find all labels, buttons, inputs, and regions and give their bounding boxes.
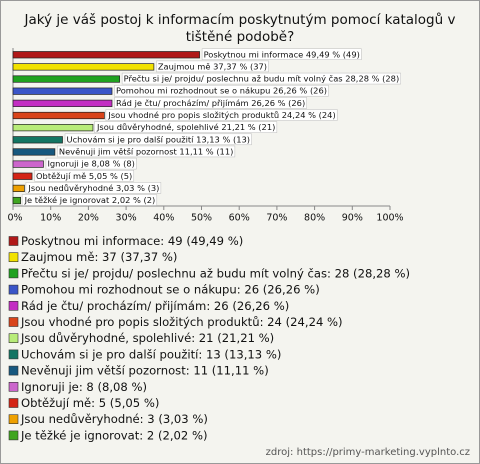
legend-label: Uchovám si je pro další použití: 13 (13,…: [21, 347, 281, 361]
legend-label: Přečtu si je/ projdu/ poslechnu až budu …: [21, 266, 410, 280]
x-tick-label: 90%: [342, 213, 363, 224]
label-bg: [21, 194, 158, 206]
legend-swatch: [8, 268, 19, 279]
bar: [12, 87, 113, 95]
legend-label: Nevěnuji jim větší pozornost: 11 (11,11 …: [21, 364, 269, 378]
legend-label: Rád je čtu/ procházím/ přijímám: 26 (26,…: [21, 299, 289, 313]
legend-label: Jsou důvěryhodné, spolehlivé: 21 (21,21 …: [20, 331, 274, 345]
bar-label: Obtěžují mě 5,05 % (5): [36, 171, 132, 181]
legend-swatch: [8, 300, 19, 311]
bar-label: Uchovám si je pro další použití 13,13 % …: [67, 134, 251, 144]
legend-label: Jsou nedůvěryhodné: 3 (3,03 %): [20, 412, 208, 426]
label-bg: [57, 145, 236, 158]
x-tick-label: 100%: [376, 213, 403, 224]
bar: [12, 160, 44, 168]
label-bg: [114, 97, 307, 109]
label-bg: [94, 121, 278, 133]
x-tick-label: 50%: [191, 213, 212, 224]
bar: [12, 148, 56, 156]
legend-swatch: [8, 414, 19, 425]
bar-label: Jsou nedůvěryhodné 3,03 % (3): [27, 183, 159, 193]
legend-swatch: [8, 349, 19, 360]
bar-label: Zaujmou mě 37,37 % (37): [158, 61, 267, 71]
x-tick-label: 40%: [153, 213, 174, 224]
bar: [12, 184, 25, 192]
label-bg: [121, 72, 401, 85]
legend-label: Zaujmou mě: 37 (37,37 %): [21, 250, 177, 264]
bar: [12, 124, 94, 132]
bar: [12, 63, 155, 71]
label-bg: [156, 60, 269, 73]
legend-swatch: [8, 365, 19, 376]
bar: [12, 172, 33, 180]
bar: [12, 99, 113, 107]
bar-label: Poskytnou mi informace 49,49 % (49): [204, 49, 360, 59]
legend-swatch: [8, 398, 19, 408]
x-tick-label: 80%: [304, 213, 325, 224]
legend-swatch: [8, 252, 19, 262]
bar-label: Jsou vhodné pro popis složitých produktů…: [107, 110, 335, 120]
legend-swatch: [8, 333, 19, 344]
x-tick-label: 30%: [116, 213, 137, 224]
x-tick-label: 60%: [229, 213, 250, 224]
bar: [12, 75, 120, 83]
chart-title: Jaký je váš postoj k informacím poskytnu…: [24, 12, 456, 45]
legend-swatch: [8, 284, 19, 295]
label-bg: [201, 48, 362, 60]
bar: [12, 51, 200, 59]
x-tick-label: 0%: [7, 213, 22, 224]
label-bg: [34, 170, 135, 182]
bar: [12, 136, 63, 144]
bar-label: Je těžké je ignorovat 2,02 % (2): [24, 195, 156, 205]
label-bg: [105, 109, 338, 121]
source: zdroj: https://primy-marketing.vyplnto.c…: [266, 447, 470, 458]
legend-swatch: [8, 430, 19, 441]
x-tick-label: 70%: [266, 213, 287, 224]
label-bg: [114, 84, 329, 97]
label-bg: [64, 133, 252, 146]
legend-label: Je těžké je ignorovat: 2 (2,02 %): [20, 428, 208, 442]
bar-label: Ignoruji je 8,08 % (8): [47, 159, 134, 169]
bar-label: Jsou důvěryhodné, spolehlivé 21,21 % (21…: [96, 122, 275, 132]
x-tick-label: 20%: [78, 213, 99, 224]
bar-label: Přečtu si je/ projdu/ poslechnu až budu …: [124, 74, 400, 84]
legend-label: Ignoruji je: 8 (8,08 %): [21, 380, 147, 394]
legend-swatch: [8, 236, 19, 246]
label-bg: [45, 157, 137, 170]
bar-label: Pomohou mi rozhodnout se o nákupu 26,26 …: [116, 86, 327, 96]
legend-swatch: [8, 317, 19, 327]
bar-label: Rád je čtu/ procházím/ přijímám 26,26 % …: [116, 98, 305, 108]
legend-label: Obtěžují mě: 5 (5,05 %): [21, 396, 159, 410]
legend-swatch: [8, 381, 19, 392]
legend-label: Pomohou mi rozhodnout se o nákupu: 26 (2…: [21, 283, 320, 297]
bar-label: Nevěnuji jim větší pozornost 11,11 % (11…: [59, 146, 233, 156]
legend-label: Poskytnou mi informace: 49 (49,49 %): [21, 234, 243, 248]
legend-label: Jsou vhodné pro popis složitých produktů…: [20, 315, 343, 329]
bar: [12, 196, 21, 205]
x-tick-label: 10%: [40, 213, 61, 224]
bar: [12, 111, 105, 120]
label-bg: [25, 182, 162, 194]
